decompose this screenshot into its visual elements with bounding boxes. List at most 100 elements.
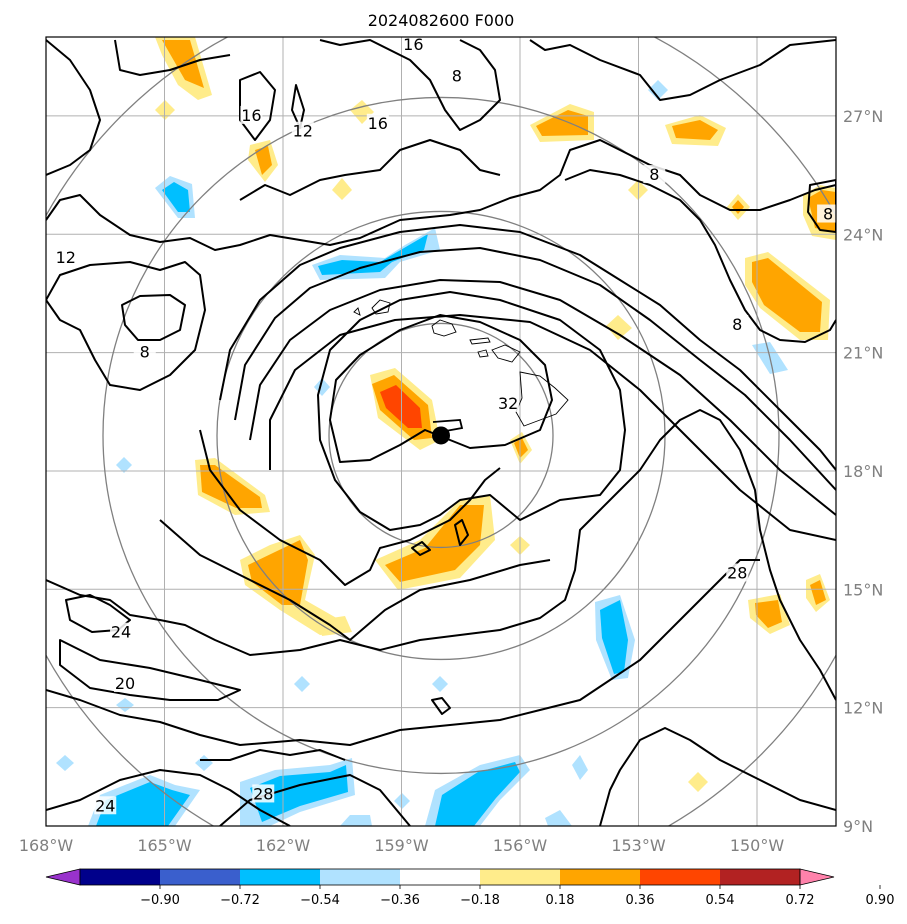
negative-anomaly-patch xyxy=(648,80,668,100)
contour-28-south xyxy=(219,774,411,826)
contour-label-bg xyxy=(110,622,133,641)
contour-label-bg xyxy=(445,66,468,85)
contour-label-bg xyxy=(643,165,666,184)
contour-band-1 xyxy=(219,224,836,471)
negative-anomaly-patch xyxy=(162,182,190,212)
contour-label-bg xyxy=(726,563,749,582)
contour-closed-small-3 xyxy=(411,541,431,556)
latitude-label: 24°N xyxy=(843,225,883,244)
colorbar-segment xyxy=(160,869,241,885)
negative-anomaly-patch xyxy=(294,676,310,692)
contour-label-bg xyxy=(817,204,836,223)
colorbar-segment xyxy=(560,869,641,885)
latitude-label: 27°N xyxy=(843,107,883,126)
map-frame xyxy=(45,36,837,827)
longitude-label: 162°W xyxy=(256,836,311,855)
contour-label: 24 xyxy=(111,623,131,642)
contour-closed-small-2 xyxy=(454,519,469,546)
negative-anomaly-patch xyxy=(96,782,190,826)
contour-label-bg xyxy=(291,121,314,140)
positive-anomaly-patch xyxy=(606,315,632,340)
colorbar-segment xyxy=(720,869,801,885)
colorbar-extend-high xyxy=(799,868,835,886)
storm-track-stub xyxy=(432,419,464,433)
contour-label: 16 xyxy=(403,35,423,54)
colorbar-segment xyxy=(400,869,481,885)
colorbar-tick-label: 0.18 xyxy=(546,893,575,908)
contour-8-closed-west xyxy=(121,294,186,341)
island-oahu xyxy=(431,319,457,337)
contour-24-mid xyxy=(159,519,551,641)
positive-anomaly-patch xyxy=(688,772,708,792)
island-lanai xyxy=(477,349,489,358)
island-molokai xyxy=(469,337,491,345)
contour-label: 8 xyxy=(140,343,150,362)
contour-label-bg xyxy=(252,784,275,803)
contour-8-west xyxy=(46,261,206,391)
contour-label-bg xyxy=(133,342,156,361)
colorbar: −0.90 −0.72 −0.54 −0.36 −0.18 0.18 0.36 0.54 0.7… xyxy=(45,868,895,908)
latitude-labels: 9°N 12°N 15°N 18°N 21°N 24°N 27°N xyxy=(843,107,883,836)
colorbar-tick-label: −0.54 xyxy=(300,893,340,908)
negative-anomaly-patch xyxy=(318,234,428,275)
contour-label-bg xyxy=(94,796,117,815)
colorbar-frame xyxy=(79,868,801,886)
negative-anomaly-patch xyxy=(572,755,588,780)
colorbar-segment xyxy=(480,869,561,885)
colorbar-segment xyxy=(320,869,401,885)
contour-16-closed xyxy=(239,71,276,141)
colorbar-extend-low xyxy=(45,868,81,886)
positive-anomaly-patch xyxy=(385,505,484,582)
contour-label: 32 xyxy=(498,394,518,413)
longitude-label: 156°W xyxy=(493,836,548,855)
contour-24-south xyxy=(46,769,291,826)
positive-anomaly-patch xyxy=(248,540,308,605)
longitude-label: 153°W xyxy=(611,836,666,855)
longitude-label: 168°W xyxy=(19,836,74,855)
positive-anomaly-patch xyxy=(318,616,352,636)
contour-label: 8 xyxy=(649,165,659,184)
graticule xyxy=(46,37,836,826)
positive-anomaly-patch xyxy=(536,110,588,136)
colorbar-segment xyxy=(240,869,321,885)
negative-anomaly-patch xyxy=(340,815,372,826)
contour-label: 20 xyxy=(115,674,135,693)
contour-label-bg xyxy=(726,314,749,333)
positive-anomaly-patch xyxy=(752,258,822,332)
colorbar-tick-label: 0.90 xyxy=(866,893,895,908)
shaded-field xyxy=(56,37,836,826)
positive-anomaly-patch xyxy=(255,146,272,175)
colorbar-tick-label: 0.36 xyxy=(626,893,655,908)
contour-12-north xyxy=(46,139,836,251)
contour-label-bg xyxy=(114,673,136,692)
contour-lines xyxy=(46,39,836,826)
latitude-label: 21°N xyxy=(843,344,883,363)
latitude-label: 15°N xyxy=(843,580,883,599)
colorbar-tick-label: −0.72 xyxy=(220,893,260,908)
colorbar-tick-label: −0.90 xyxy=(140,893,180,908)
contour-label-bg xyxy=(497,393,520,412)
positive-anomaly-patch xyxy=(514,438,528,458)
storm-center-marker xyxy=(432,426,450,445)
contour-20-outer xyxy=(46,559,760,746)
contour-16-nw xyxy=(114,39,231,76)
contour-curve-south xyxy=(199,429,501,586)
contour-label: 12 xyxy=(293,122,313,141)
colorbar-tick-label: 0.72 xyxy=(786,893,815,908)
contour-8-ne xyxy=(529,39,836,101)
contour-12-nw xyxy=(46,39,101,176)
negative-anomaly-patch xyxy=(545,810,572,826)
latitude-label: 12°N xyxy=(843,699,883,718)
contour-16-north xyxy=(239,139,501,201)
contour-band-2 xyxy=(234,247,836,491)
negative-anomaly-patch xyxy=(435,762,520,826)
contour-label: 16 xyxy=(368,114,388,133)
positive-anomaly-patch xyxy=(332,178,352,200)
contour-label: 12 xyxy=(56,248,76,267)
contour-28-inner xyxy=(317,291,626,531)
colorbar-segment xyxy=(640,869,721,885)
map-title: 2024082600 F000 xyxy=(368,11,515,30)
contour-24-outer xyxy=(46,409,836,701)
negative-anomaly-patch xyxy=(116,457,132,473)
